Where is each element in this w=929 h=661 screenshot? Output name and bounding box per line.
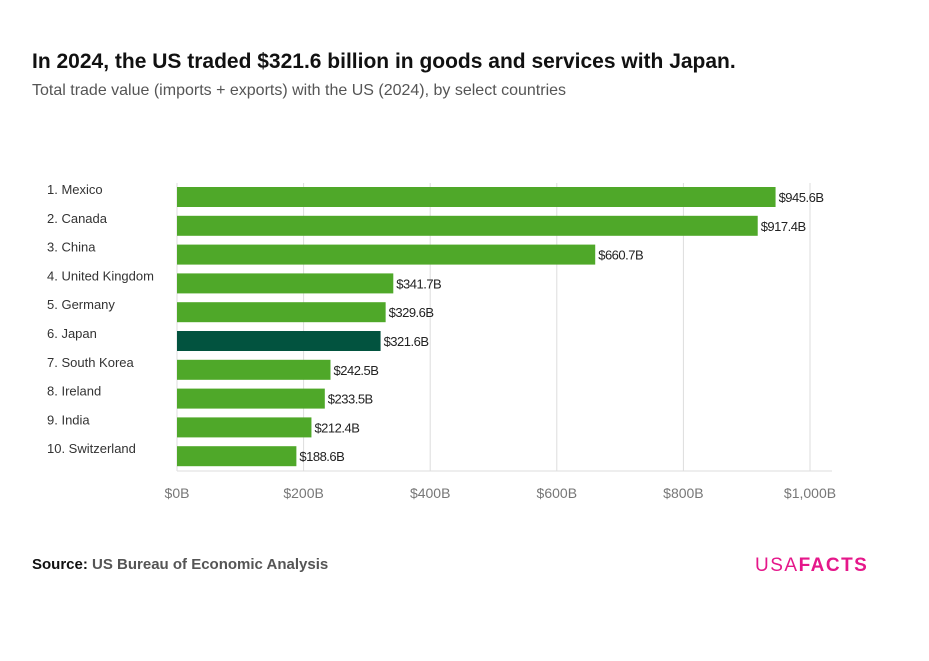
data-label: $212.4B: [314, 420, 359, 435]
category-label: 3. China: [47, 240, 96, 255]
source-label: Source:: [32, 556, 88, 573]
x-tick-label: $600B: [537, 485, 577, 501]
category-label: 5. Germany: [47, 297, 115, 312]
data-label: $329.6B: [389, 305, 434, 320]
data-label: $233.5B: [328, 392, 373, 407]
bar: [177, 273, 394, 294]
logo-usa: USA: [755, 555, 799, 576]
data-label: $341.7B: [396, 276, 441, 291]
bar: [177, 244, 596, 265]
category-label: 9. India: [47, 412, 90, 427]
category-label: 6. Japan: [47, 326, 97, 341]
bar: [177, 446, 297, 467]
bar: [177, 388, 325, 409]
usafacts-logo: USAFACTS: [755, 555, 868, 577]
bar: [177, 215, 758, 236]
bar: [177, 417, 312, 438]
x-tick-label: $200B: [283, 485, 323, 501]
data-label: $188.6B: [299, 449, 344, 464]
data-label: $660.7B: [598, 248, 643, 263]
category-label: 1. Mexico: [47, 182, 103, 197]
x-tick-label: $0B: [165, 485, 190, 501]
bar: [177, 302, 386, 323]
logo-facts: FACTS: [798, 555, 869, 576]
data-label: $917.4B: [761, 219, 806, 234]
x-tick-label: $800B: [663, 485, 703, 501]
data-label: $321.6B: [384, 334, 429, 349]
data-label: $945.6B: [779, 190, 824, 205]
chart-title: In 2024, the US traded $321.6 billion in…: [32, 50, 736, 73]
bar: [177, 359, 331, 380]
chart-subtitle: Total trade value (imports + exports) wi…: [32, 82, 567, 99]
category-label: 10. Switzerland: [47, 441, 136, 456]
source-text: US Bureau of Economic Analysis: [92, 556, 329, 573]
category-label: 4. United Kingdom: [47, 268, 154, 283]
x-tick-label: $1,000B: [784, 485, 836, 501]
x-tick-label: $400B: [410, 485, 450, 501]
data-label: $242.5B: [334, 363, 379, 378]
category-label: 8. Ireland: [47, 384, 101, 399]
bar: [177, 187, 776, 207]
bar: [177, 331, 381, 351]
source-note: Source: US Bureau of Economic Analysis: [32, 556, 328, 573]
category-label: 7. South Korea: [47, 355, 134, 370]
category-label: 2. Canada: [47, 211, 108, 226]
